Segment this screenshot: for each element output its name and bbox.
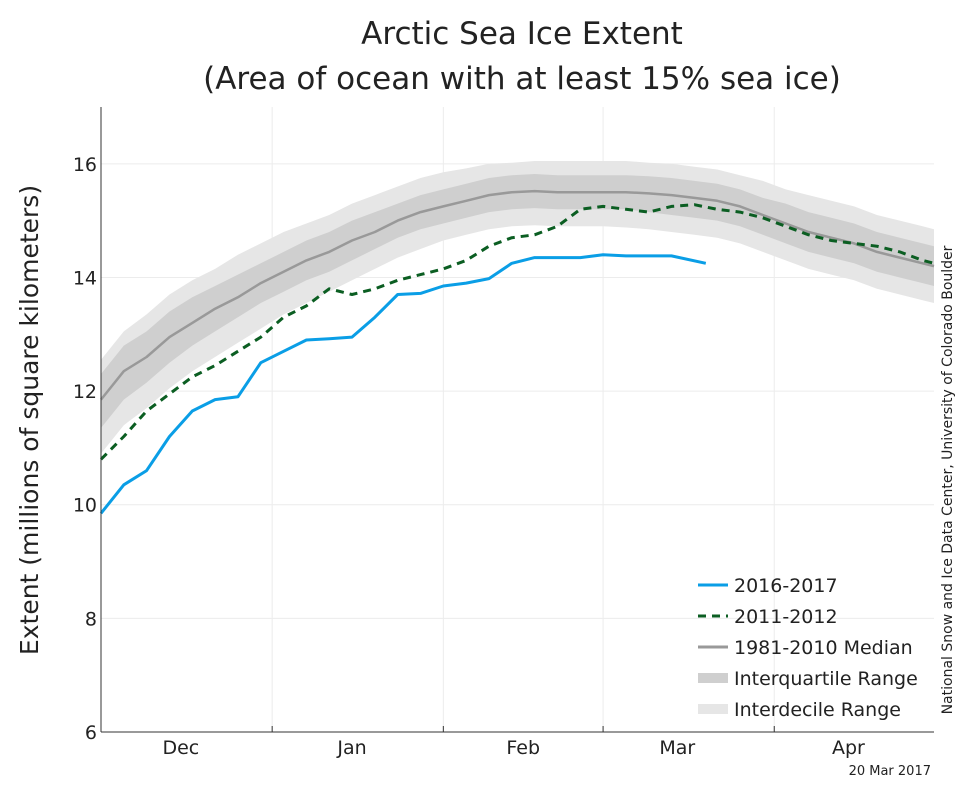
median-line [100, 189, 935, 401]
legend-label-interquartile-range: Interquartile Range [734, 668, 918, 690]
axes [100, 107, 934, 733]
legend-label-interdecile-range: Interdecile Range [734, 699, 901, 721]
series-2011-2012-line [99, 203, 935, 461]
y-tick-label: 10 [73, 495, 97, 517]
x-tick-label: Feb [506, 737, 540, 759]
y-tick-label: 8 [85, 608, 97, 630]
legend-swatch-interquartile-range [698, 673, 728, 683]
data-lines [99, 189, 935, 515]
legend: 2016-2017 2011-2012 1981-2010 Median Interq… [698, 575, 918, 721]
x-tick-label: Dec [162, 737, 199, 759]
tick-labels: 6 8 10 12 14 16 Dec Jan Feb Mar Apr [73, 154, 865, 759]
chart-title: Arctic Sea Ice Extent [361, 16, 683, 52]
y-tick-label: 16 [73, 154, 97, 176]
x-tick-label: Jan [336, 737, 366, 759]
y-axis-label: Extent (millions of square kilometers) [15, 185, 44, 655]
legend-label-2011-2012: 2011-2012 [734, 606, 838, 628]
y-tick-label: 6 [85, 722, 97, 744]
legend-swatch-interdecile-range [698, 704, 728, 714]
x-tick-label: Apr [832, 737, 865, 759]
series-2016-2017-line [99, 253, 707, 515]
y-tick-label: 12 [73, 381, 97, 403]
interdecile-band [101, 161, 934, 454]
x-tick-label: Mar [659, 737, 695, 759]
legend-label-1981-2010-median: 1981-2010 Median [734, 637, 913, 659]
legend-label-2016-2017: 2016-2017 [734, 575, 838, 597]
y-tick-label: 14 [73, 267, 97, 289]
date-stamp: 20 Mar 2017 [849, 764, 931, 779]
credit-text: National Snow and Ice Data Center, Unive… [940, 245, 956, 714]
chart-subtitle: (Area of ocean with at least 15% sea ice… [203, 61, 841, 97]
range-bands [101, 161, 934, 454]
